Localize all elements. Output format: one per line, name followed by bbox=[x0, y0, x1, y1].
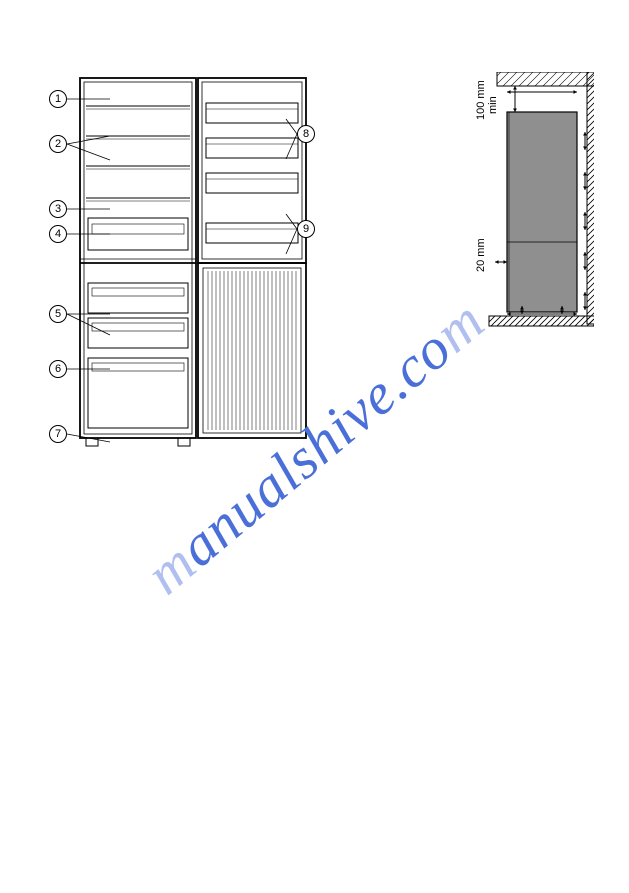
page: 123456789 100 mm min 20 mm manualshive. bbox=[0, 0, 629, 893]
watermark-m: m bbox=[133, 529, 208, 606]
callout-6: 6 bbox=[49, 360, 67, 378]
dim-top: 100 mm bbox=[475, 80, 487, 120]
dim-top-sub: min bbox=[487, 96, 499, 114]
dim-side: 20 mm bbox=[475, 238, 487, 272]
callout-3: 3 bbox=[49, 200, 67, 218]
clearance-diagram: 100 mm min 20 mm bbox=[469, 72, 594, 362]
callout-4: 4 bbox=[49, 225, 67, 243]
callout-8: 8 bbox=[297, 125, 315, 143]
callout-7: 7 bbox=[49, 425, 67, 443]
callout-5: 5 bbox=[49, 305, 67, 323]
fridge-svg bbox=[45, 70, 320, 460]
callout-9: 9 bbox=[297, 220, 315, 238]
clearance-svg bbox=[469, 72, 594, 362]
callout-2: 2 bbox=[49, 135, 67, 153]
callout-1: 1 bbox=[49, 90, 67, 108]
fridge-diagram: 1 2 3 4 5 6 7 8 9 bbox=[45, 70, 320, 460]
